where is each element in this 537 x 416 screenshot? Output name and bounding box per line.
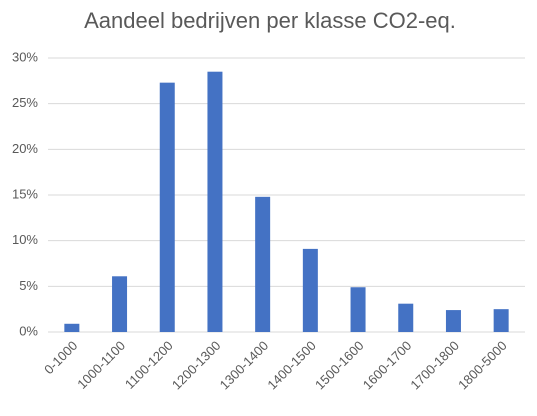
x-tick-label: 1500-1600 [312, 338, 367, 393]
x-tick-label: 1300-1400 [217, 338, 272, 393]
x-tick-label: 1700-1800 [407, 338, 462, 393]
y-tick-label: 30% [12, 49, 38, 64]
x-tick-label: 1200-1300 [169, 338, 224, 393]
bar [398, 303, 414, 332]
x-tick-label: 0-1000 [41, 338, 80, 377]
chart-title: Aandeel bedrijven per klasse CO2-eq. [84, 8, 456, 33]
y-tick-label: 20% [12, 141, 38, 156]
bar [159, 82, 175, 332]
x-tick-label: 1400-1500 [264, 338, 319, 393]
x-tick-label: 1800-5000 [455, 338, 510, 393]
bar [255, 196, 271, 332]
y-tick-label: 15% [12, 186, 38, 201]
bar [207, 71, 223, 332]
y-tick-label: 0% [19, 323, 38, 338]
bar [493, 309, 509, 332]
bar [112, 276, 128, 332]
bar [350, 287, 366, 332]
bar [302, 248, 318, 332]
bar [445, 310, 461, 332]
x-tick-label: 1000-1100 [74, 338, 128, 392]
y-tick-label: 5% [19, 278, 38, 293]
x-tick-label: 1100-1200 [122, 338, 176, 392]
y-tick-label: 10% [12, 232, 38, 247]
bar [64, 323, 80, 332]
x-tick-label: 1600-1700 [360, 338, 415, 393]
y-tick-label: 25% [12, 95, 38, 110]
